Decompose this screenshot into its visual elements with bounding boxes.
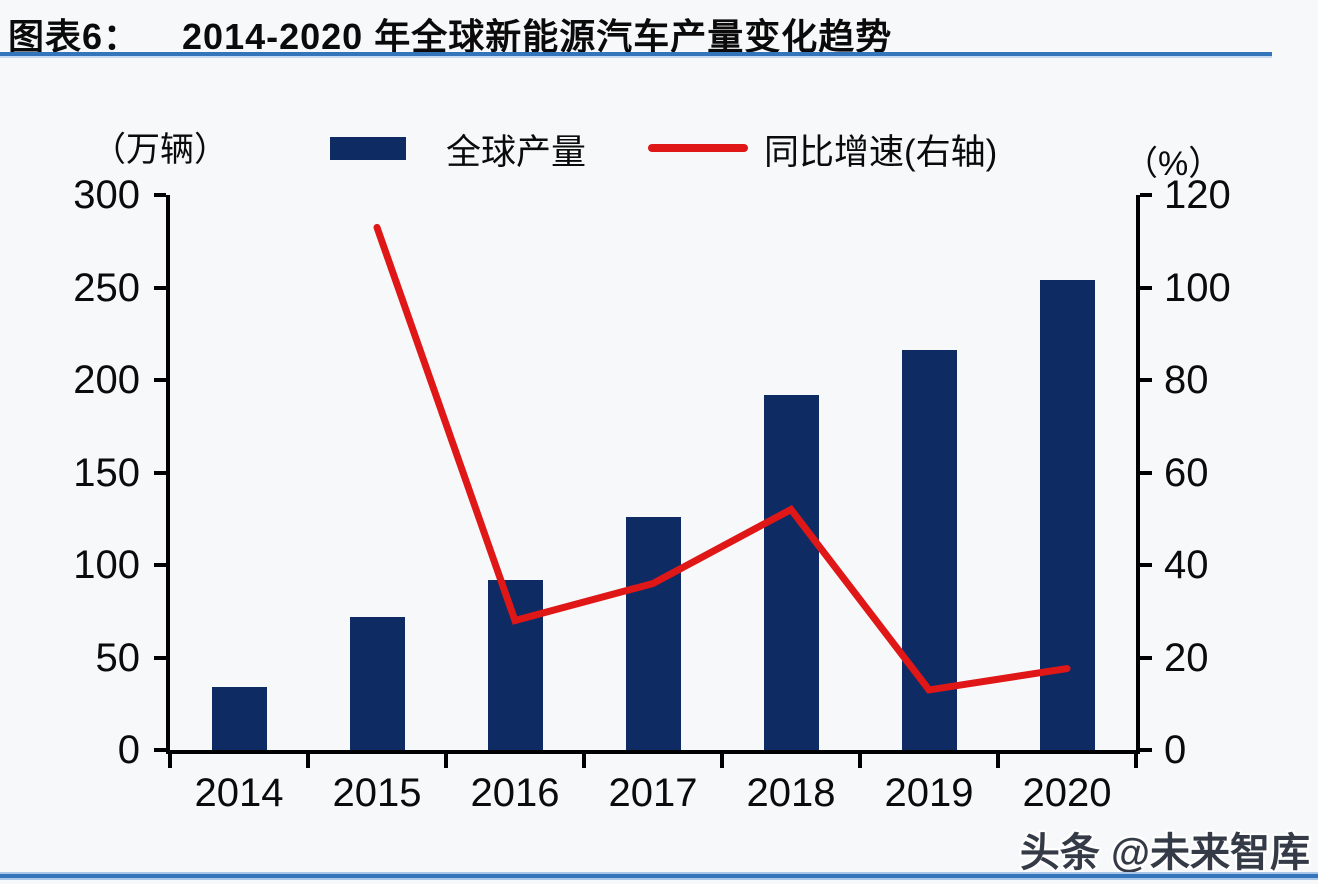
right-axis-tick-label: 120 — [1164, 173, 1231, 217]
legend-line-label: 同比增速(右轴) — [764, 133, 998, 172]
legend-bar-swatch — [330, 137, 406, 160]
right-axis-tick-label: 40 — [1164, 543, 1209, 587]
right-axis-tick — [1140, 655, 1152, 660]
right-axis-tick-label: 80 — [1164, 358, 1209, 402]
left-axis-tick-label: 0 — [117, 728, 140, 772]
left-axis-tick-label: 150 — [73, 450, 140, 495]
figure-number-label: 图表6： — [8, 16, 141, 57]
x-axis-line — [166, 750, 1140, 754]
right-axis-tick — [1140, 470, 1152, 475]
watermark-text: 头条 @未来智库 — [1019, 831, 1310, 875]
title-underline-rule — [0, 52, 1272, 56]
figure-title: 图表6： 2014-2020 年全球新能源汽车产量变化趋势 — [8, 8, 892, 60]
bar-2018 — [763, 394, 819, 750]
legend-bar-label: 全球产量 — [446, 133, 587, 172]
right-axis-tick — [1140, 563, 1152, 567]
bar-2015 — [349, 616, 405, 750]
x-axis-label: 2019 — [884, 771, 974, 815]
x-axis-label: 2015 — [332, 771, 422, 815]
right-axis-unit-label: （%） — [1124, 145, 1223, 183]
left-axis-tick — [154, 655, 166, 660]
right-axis-tick — [1140, 378, 1152, 382]
x-axis-label: 2020 — [1022, 771, 1112, 815]
left-axis-tick-label: 100 — [73, 543, 140, 587]
figure-title-text: 2014-2020 年全球新能源汽车产量变化趋势 — [182, 16, 893, 57]
bar-2019 — [901, 350, 957, 750]
x-axis-tick — [1134, 754, 1138, 768]
left-axis-tick-label: 250 — [73, 265, 140, 310]
growth-line-layer — [373, 223, 1071, 694]
right-axis-tick — [1140, 285, 1152, 290]
left-axis-tick — [154, 193, 166, 197]
left-axis-tick-label: 50 — [95, 635, 141, 680]
x-axis-label: 2017 — [608, 771, 698, 815]
x-axis-tick — [996, 754, 1000, 768]
x-axis-tick — [306, 754, 310, 768]
legend-line-swatch — [648, 144, 748, 152]
left-axis-tick-label: 200 — [73, 358, 140, 402]
bar-2014 — [211, 687, 267, 750]
left-axis-tick — [154, 748, 166, 752]
x-axis-label: 2018 — [746, 771, 836, 815]
x-axis-tick — [444, 754, 448, 768]
x-axis-tick — [582, 754, 586, 768]
right-axis-line — [1136, 195, 1140, 754]
left-axis-tick — [154, 563, 166, 567]
right-axis-tick — [1140, 748, 1152, 752]
right-axis-tick — [1140, 193, 1152, 197]
left-axis-tick — [154, 470, 166, 475]
bar-2017 — [625, 516, 681, 750]
right-axis-tick-label: 60 — [1164, 450, 1209, 495]
left-axis-unit-label: （万辆） — [92, 131, 228, 169]
x-axis-tick — [168, 754, 172, 768]
right-axis-tick-label: 20 — [1164, 635, 1209, 680]
right-axis-tick-label: 100 — [1164, 265, 1231, 310]
x-axis-label: 2014 — [194, 771, 284, 815]
right-axis-tick-label: 0 — [1164, 728, 1187, 772]
left-axis-tick-label: 300 — [73, 173, 140, 217]
left-axis-tick — [154, 285, 166, 290]
growth-line — [373, 223, 1071, 694]
x-axis-tick — [720, 754, 724, 768]
plot-area: 0 50 100 150 200 250 300 0 20 40 60 80 100 120 2014 201… — [73, 173, 1231, 815]
x-axis-tick — [858, 754, 862, 768]
left-axis-tick — [154, 378, 166, 382]
left-axis-line — [166, 195, 170, 754]
bar-2016 — [487, 579, 543, 750]
bottom-rule — [0, 874, 1318, 878]
x-axis-label: 2016 — [470, 771, 560, 815]
